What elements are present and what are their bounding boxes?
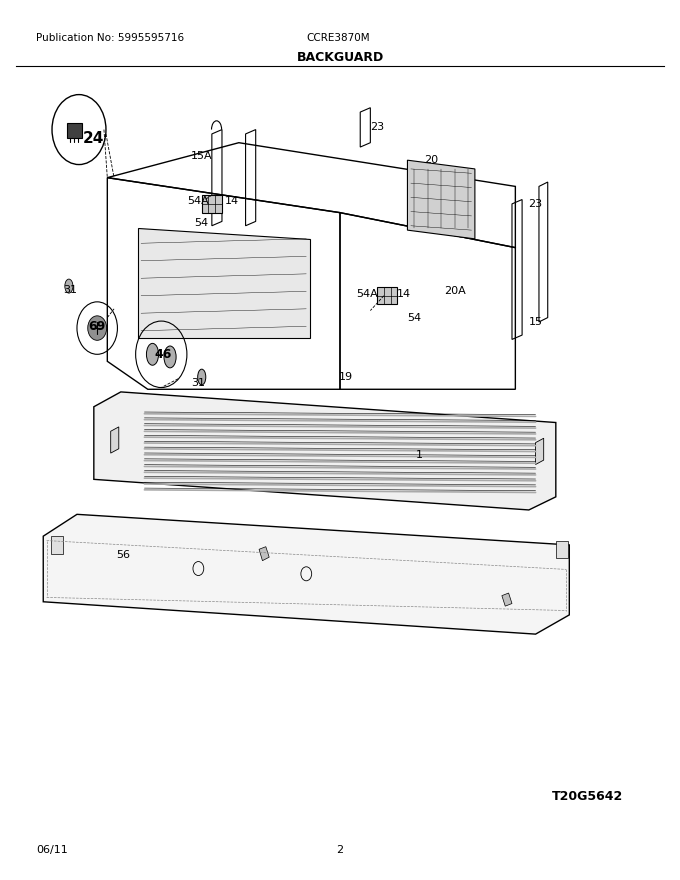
- Ellipse shape: [65, 279, 73, 293]
- Text: 23: 23: [528, 199, 543, 209]
- Text: 24: 24: [83, 131, 105, 146]
- Text: CCRE3870M: CCRE3870M: [306, 33, 370, 43]
- Text: 31: 31: [63, 284, 78, 295]
- Ellipse shape: [198, 370, 206, 385]
- Text: 06/11: 06/11: [37, 846, 68, 855]
- Text: 14: 14: [397, 289, 411, 299]
- Text: 15A: 15A: [191, 150, 213, 161]
- Text: 14: 14: [225, 196, 239, 206]
- Circle shape: [88, 316, 107, 341]
- Text: 20A: 20A: [444, 286, 466, 297]
- Text: 54A: 54A: [188, 196, 209, 206]
- Text: 23: 23: [370, 122, 384, 132]
- Text: 54: 54: [194, 218, 209, 228]
- Text: BACKGUARD: BACKGUARD: [296, 51, 384, 64]
- Text: 46: 46: [154, 348, 172, 361]
- Text: Publication No: 5995595716: Publication No: 5995595716: [37, 33, 185, 43]
- Text: 15: 15: [528, 317, 543, 327]
- Text: 20: 20: [424, 155, 438, 165]
- Text: 31: 31: [191, 378, 205, 388]
- Ellipse shape: [146, 343, 158, 365]
- Text: T20G5642: T20G5642: [552, 790, 624, 803]
- FancyBboxPatch shape: [377, 287, 397, 304]
- Text: 1: 1: [416, 450, 423, 460]
- FancyBboxPatch shape: [67, 122, 82, 138]
- Text: 2: 2: [337, 846, 343, 855]
- Text: 54A: 54A: [356, 289, 378, 299]
- Polygon shape: [94, 392, 556, 510]
- Text: 56: 56: [116, 550, 130, 561]
- FancyBboxPatch shape: [556, 540, 568, 558]
- Polygon shape: [407, 160, 475, 238]
- Polygon shape: [502, 593, 512, 606]
- FancyBboxPatch shape: [51, 536, 63, 554]
- Text: 54: 54: [407, 312, 421, 323]
- Polygon shape: [111, 427, 119, 453]
- Polygon shape: [137, 229, 309, 338]
- Ellipse shape: [164, 346, 176, 368]
- FancyBboxPatch shape: [202, 195, 222, 213]
- Text: 19: 19: [339, 372, 352, 382]
- Text: 69: 69: [88, 319, 106, 333]
- Polygon shape: [44, 514, 569, 634]
- Polygon shape: [259, 546, 269, 561]
- Polygon shape: [536, 438, 544, 465]
